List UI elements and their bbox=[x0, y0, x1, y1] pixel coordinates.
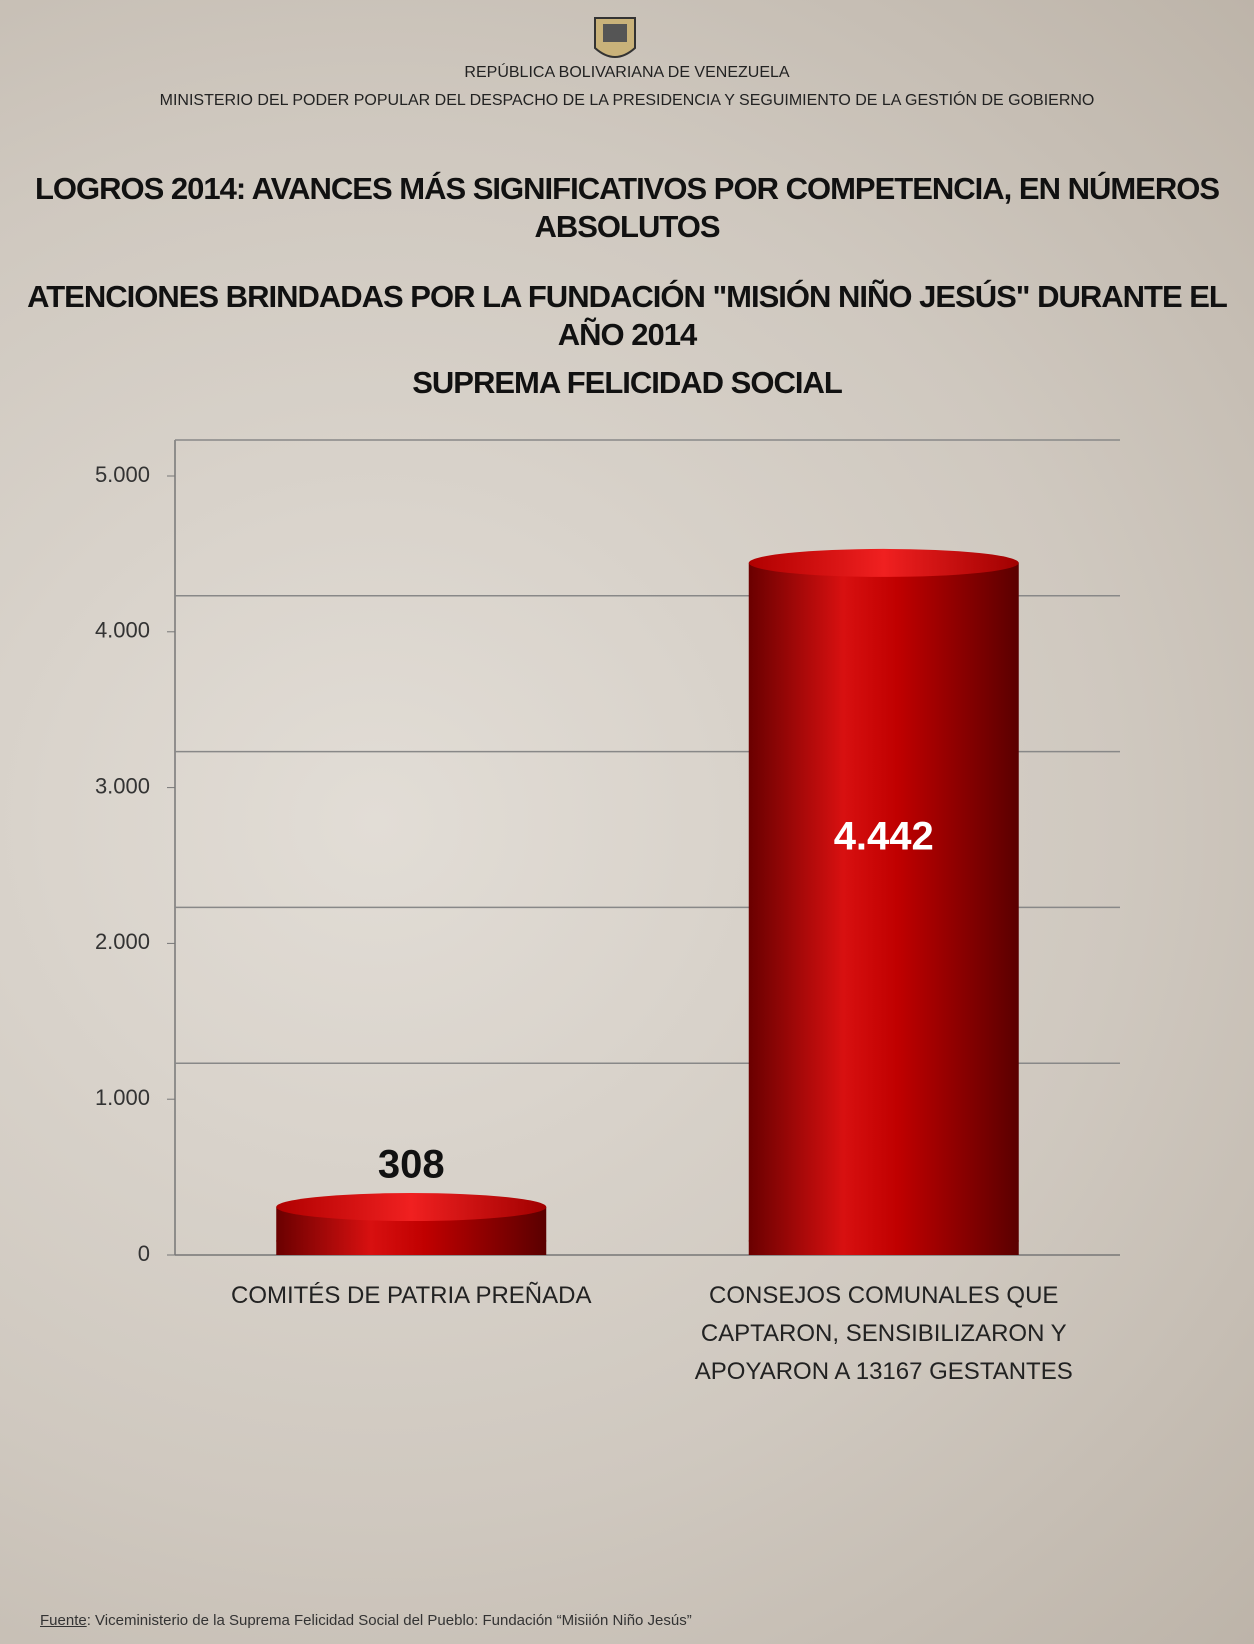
chart-title: LOGROS 2014: AVANCES MÁS SIGNIFICATIVOS … bbox=[34, 171, 1220, 244]
source-text: : Viceministerio de la Suprema Felicidad… bbox=[86, 1612, 692, 1629]
coat-of-arms bbox=[594, 17, 636, 58]
bar bbox=[748, 562, 1019, 1255]
y-tick-label: 0 bbox=[138, 1241, 150, 1266]
value-label: 4.442 bbox=[834, 815, 934, 859]
source: Fuente: Viceministerio de la Suprema Fel… bbox=[40, 1612, 692, 1629]
source-label: Fuente bbox=[40, 1612, 87, 1629]
bar-top bbox=[276, 1193, 547, 1222]
country-name: REPÚBLICA BOLIVARIANA DE VENEZUELA bbox=[464, 64, 790, 81]
ministry-name: MINISTERIO DEL PODER POPULAR DEL DESPACH… bbox=[159, 92, 1095, 109]
y-tick-label: 2.000 bbox=[95, 929, 150, 954]
chart-subtitle: ATENCIONES BRINDADAS POR LA FUNDACIÓN "M… bbox=[27, 279, 1228, 352]
bar-top bbox=[748, 548, 1019, 577]
value-label: 308 bbox=[378, 1143, 445, 1187]
x-tick-label: COMITÉS DE PATRIA PREÑADA bbox=[230, 1282, 592, 1309]
x-tick-label: CONSEJOS COMUNALES QUE CAPTARON, SENSIBI… bbox=[694, 1282, 1073, 1385]
y-tick-label: 5.000 bbox=[95, 462, 150, 487]
y-tick-label: 4.000 bbox=[95, 618, 150, 643]
y-tick-label: 1.000 bbox=[95, 1085, 150, 1110]
chart-subtitle: SUPREMA FELICIDAD SOCIAL bbox=[412, 365, 843, 400]
y-tick-label: 3.000 bbox=[95, 773, 150, 798]
